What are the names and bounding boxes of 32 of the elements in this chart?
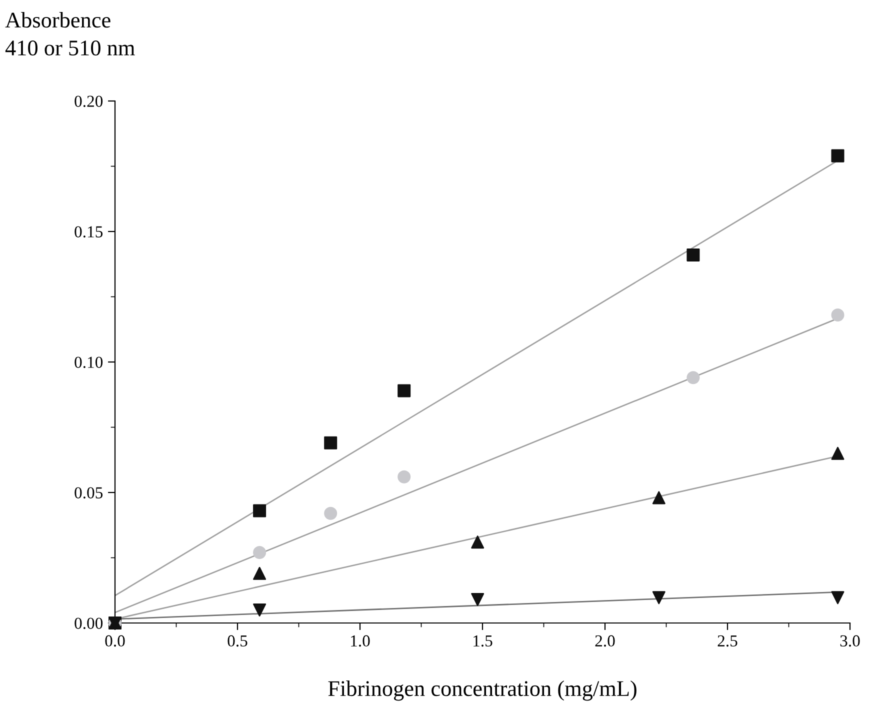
y-tick-label: 0.00	[74, 618, 103, 630]
point	[471, 593, 484, 606]
y-tick-label: 0.05	[74, 487, 103, 499]
x-tick-label: 2.0	[595, 635, 615, 647]
point	[652, 591, 666, 604]
x-tick-label: 2.5	[718, 635, 738, 647]
point	[253, 603, 266, 616]
y-tick-label: 0.15	[74, 226, 103, 238]
x-axis-title: Fibrinogen concentration (mg/mL)	[328, 680, 636, 701]
point	[831, 308, 844, 322]
point	[253, 566, 266, 580]
x-tick-label: 1.5	[474, 635, 492, 647]
y-tick-label: 0.10	[74, 356, 103, 368]
point	[652, 491, 666, 504]
point	[253, 546, 266, 560]
point	[398, 470, 411, 484]
x-tick-label: 0.0	[105, 635, 125, 647]
point	[324, 506, 338, 520]
point	[253, 504, 266, 518]
point	[324, 436, 338, 450]
x-tick-label: 0.5	[228, 635, 248, 647]
point	[831, 446, 844, 460]
y-tick-label: 0.20	[74, 96, 103, 108]
point	[398, 384, 411, 398]
x-tick-label: 1.0	[351, 635, 370, 647]
y-axis-title: Absorbence 410 or 510 nm	[5, 12, 135, 56]
point	[831, 591, 844, 604]
point	[686, 248, 700, 262]
point	[831, 149, 844, 162]
point	[471, 536, 484, 549]
x-tick-label: 3.0	[840, 635, 860, 647]
point	[686, 371, 700, 384]
